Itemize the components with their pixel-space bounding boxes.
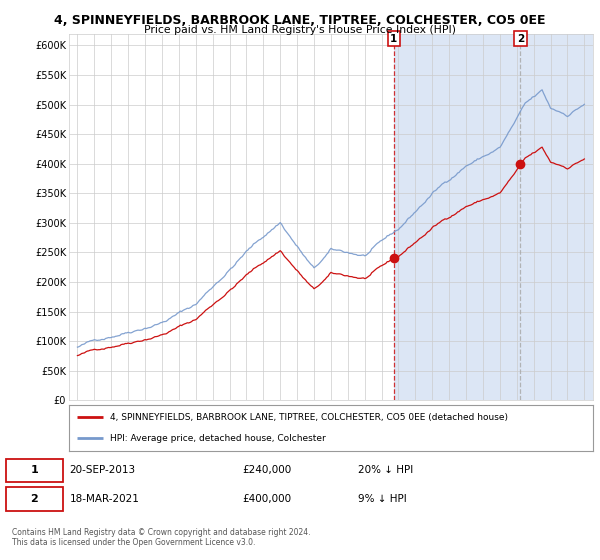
Text: 2: 2 bbox=[517, 34, 524, 44]
Text: 9% ↓ HPI: 9% ↓ HPI bbox=[358, 494, 406, 504]
Text: £400,000: £400,000 bbox=[242, 494, 292, 504]
Text: 1: 1 bbox=[390, 34, 397, 44]
Text: HPI: Average price, detached house, Colchester: HPI: Average price, detached house, Colc… bbox=[110, 434, 326, 443]
FancyBboxPatch shape bbox=[6, 459, 62, 482]
Bar bbox=[394, 34, 593, 400]
Text: 20% ↓ HPI: 20% ↓ HPI bbox=[358, 465, 413, 475]
Text: Price paid vs. HM Land Registry's House Price Index (HPI): Price paid vs. HM Land Registry's House … bbox=[144, 25, 456, 35]
Text: Contains HM Land Registry data © Crown copyright and database right 2024.
This d: Contains HM Land Registry data © Crown c… bbox=[12, 528, 311, 547]
Text: 1: 1 bbox=[31, 465, 38, 475]
Text: £240,000: £240,000 bbox=[242, 465, 292, 475]
Text: 4, SPINNEYFIELDS, BARBROOK LANE, TIPTREE, COLCHESTER, CO5 0EE: 4, SPINNEYFIELDS, BARBROOK LANE, TIPTREE… bbox=[54, 14, 546, 27]
Text: 20-SEP-2013: 20-SEP-2013 bbox=[70, 465, 136, 475]
Text: 4, SPINNEYFIELDS, BARBROOK LANE, TIPTREE, COLCHESTER, CO5 0EE (detached house): 4, SPINNEYFIELDS, BARBROOK LANE, TIPTREE… bbox=[110, 413, 508, 422]
FancyBboxPatch shape bbox=[6, 487, 62, 511]
Text: 18-MAR-2021: 18-MAR-2021 bbox=[70, 494, 139, 504]
Text: 2: 2 bbox=[31, 494, 38, 504]
